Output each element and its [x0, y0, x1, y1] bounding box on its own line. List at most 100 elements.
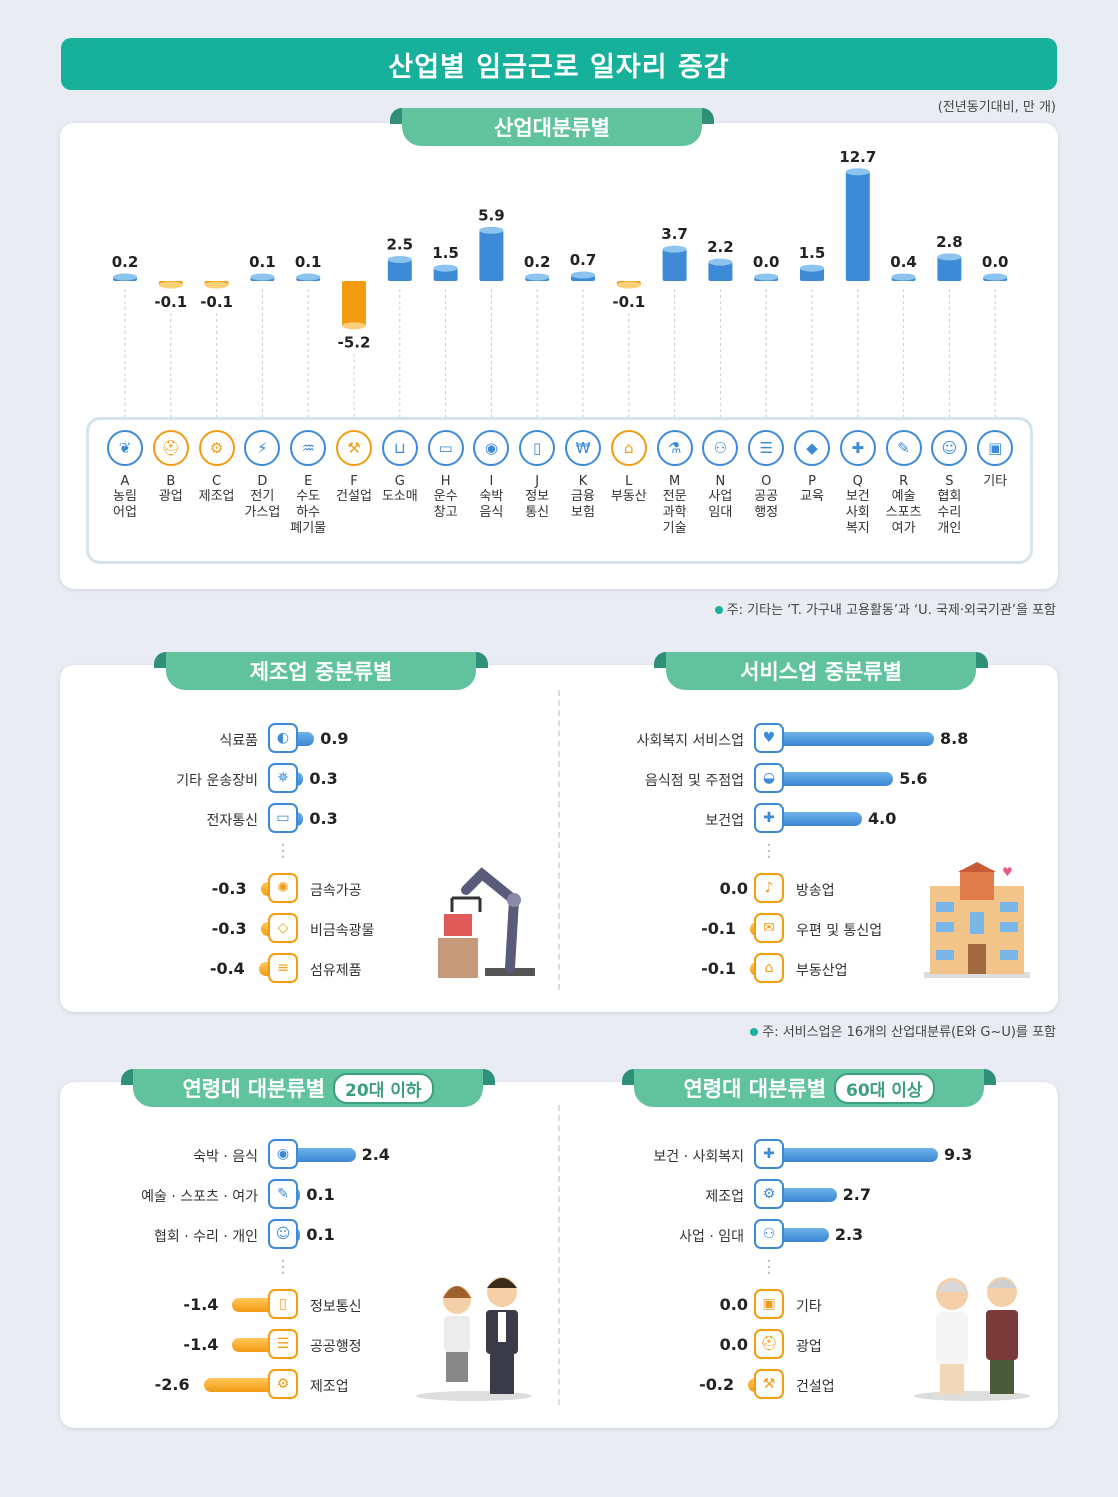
services-value: 0.0: [719, 879, 748, 898]
manufacturing-ribbon: 제조업 중분류별: [166, 652, 476, 690]
industry-code: B: [166, 474, 176, 489]
laptop-wifi-icon: ▭: [268, 803, 298, 833]
industry-bar-cap: [571, 271, 595, 279]
age20-ribbon-wrap: 연령대 대분류별 20대 이하: [121, 1069, 495, 1107]
industry-value-label: 0.1: [249, 253, 276, 271]
industry-code: E: [304, 474, 313, 489]
industry-value-label: -0.1: [612, 293, 645, 311]
industry-ribbon: 산업대분류별: [402, 108, 702, 146]
industry-value-label: 0.4: [890, 253, 917, 271]
laptop-won-icon: ₩: [565, 430, 601, 466]
industry-bar-cap: [616, 281, 641, 289]
industry-bar-cap: [937, 253, 962, 261]
industry-code: C: [212, 474, 222, 489]
industry-name: 공공 행정: [754, 489, 779, 520]
industry-item: ▯ J 정보 통신: [515, 430, 559, 521]
industry-value-label: 0.2: [524, 253, 551, 271]
age20-value: 2.4: [361, 1145, 390, 1164]
industry-code: G: [394, 474, 405, 489]
handshake-icon: ⚇: [702, 430, 739, 466]
industry-ribbon-wrap: 산업대분류별: [390, 108, 714, 146]
industry-bar-chart: 0.2 -0.1 -0.1 0.1 0.1 -5.2 2.5 1.5 5.9 0.2 0.7 -0.1…: [112, 148, 1008, 428]
industry-value-label: -0.1: [200, 293, 233, 311]
manufacturing-ribbon-wrap: 제조업 중분류별: [154, 652, 488, 690]
age60-label: 광업: [796, 1339, 822, 1355]
age60-label: 기타: [796, 1299, 822, 1315]
age60-label: 보건 · 사회복지: [653, 1149, 744, 1165]
industry-item: ⚒ F 건설업: [332, 430, 376, 505]
medical-kit-icon: ✚: [839, 430, 876, 466]
scroll-icon: ☰: [748, 430, 785, 466]
industry-name: 정보 통신: [525, 489, 550, 520]
industry-bar: [342, 281, 366, 326]
scroll-icon: ☰: [268, 1329, 298, 1359]
dining-icon: ◉: [268, 1139, 298, 1169]
services-footnote: 주: 서비스업은 16개의 산업대분류(E와 G~U)를 포함: [750, 1021, 1056, 1040]
age20-ribbon: 연령대 대분류별 20대 이하: [133, 1069, 483, 1107]
industry-bar-cap: [479, 226, 504, 234]
age60-value: 9.3: [944, 1145, 973, 1164]
industry-name: 예술 스포츠 여가: [885, 489, 922, 536]
diamond-icon: ◇: [268, 913, 298, 943]
graduation-cap-icon: ◆: [794, 430, 830, 466]
industry-item: ⚙ C 제조업: [195, 430, 239, 505]
services-label: 우편 및 통신업: [796, 923, 883, 939]
industry-name: 숙박 음식: [479, 489, 504, 520]
age20-value: -1.4: [183, 1295, 219, 1314]
robot-arm-illustration: [438, 867, 535, 978]
caring-hands-icon: ♥: [754, 723, 784, 753]
manufacturing-value: -0.3: [211, 919, 247, 938]
industry-bar: [800, 268, 824, 281]
age60-bar: [776, 1228, 829, 1242]
age20-value: -2.6: [154, 1375, 190, 1394]
industry-icon-strip: [86, 417, 1033, 564]
industry-bar-cap: [708, 258, 733, 266]
medical-cross-icon: ✚: [754, 803, 784, 833]
manufacturing-label: 비금속광물: [310, 923, 375, 939]
industry-value-label: 2.2: [707, 238, 734, 256]
industry-bar: [708, 262, 733, 281]
industry-code: K: [578, 474, 588, 489]
services-value: 5.6: [899, 769, 928, 788]
industry-code: J: [535, 474, 540, 489]
services-value: -0.1: [701, 919, 737, 938]
age20-bar: [203, 1378, 286, 1392]
age20-badge: 20대 이하: [333, 1072, 434, 1104]
industry-name: 운수 창고: [433, 489, 458, 520]
industry-value-label: 0.1: [295, 253, 322, 271]
age60-value: -0.2: [699, 1375, 735, 1394]
services-label: 사회복지 서비스업: [636, 733, 745, 749]
industry-bar: [937, 256, 962, 281]
industry-item: ⛑ B 광업: [149, 430, 193, 505]
services-ellipsis: · · ·: [766, 835, 772, 868]
industry-code: D: [257, 474, 268, 489]
unit-note: (전년동기대비, 만 개): [937, 100, 1056, 115]
industry-code: N: [715, 474, 726, 489]
building-illustration: ♥: [924, 862, 1030, 978]
industry-value-label: 0.0: [753, 253, 780, 271]
manufacturing-value: -0.4: [209, 959, 245, 978]
manufacturing-label: 식료품: [219, 733, 258, 749]
industry-value-label: 0.2: [112, 253, 139, 271]
age60-value: 2.7: [842, 1185, 871, 1204]
industry-item: ◆ P 교육: [790, 430, 834, 505]
industry-value-label: 1.5: [799, 244, 826, 262]
industry-value-label: 0.7: [570, 251, 597, 269]
industry-value-label: 12.7: [839, 148, 876, 166]
truck-icon: ▭: [427, 430, 464, 466]
industry-code: H: [440, 474, 451, 489]
industry-value-label: 2.8: [936, 233, 963, 251]
phone-icon: ▯: [519, 430, 556, 466]
age20-value: 0.1: [306, 1185, 335, 1204]
manufacturing-label: 기타 운송장비: [176, 773, 258, 789]
senior-workers-illustration: [914, 1277, 1030, 1401]
fish-icon: ◐: [268, 723, 298, 753]
industry-name: 전기 가스업: [244, 489, 281, 520]
industry-item: ⊔ G 도소매: [378, 430, 422, 505]
microphone-icon: ♪: [754, 873, 784, 903]
industry-bar-cap: [204, 281, 229, 289]
services-value: -0.1: [701, 959, 737, 978]
industry-code: P: [808, 474, 816, 489]
industry-code: O: [761, 474, 772, 489]
industry-item: ♒ E 수도 하수 폐기물: [286, 430, 330, 537]
